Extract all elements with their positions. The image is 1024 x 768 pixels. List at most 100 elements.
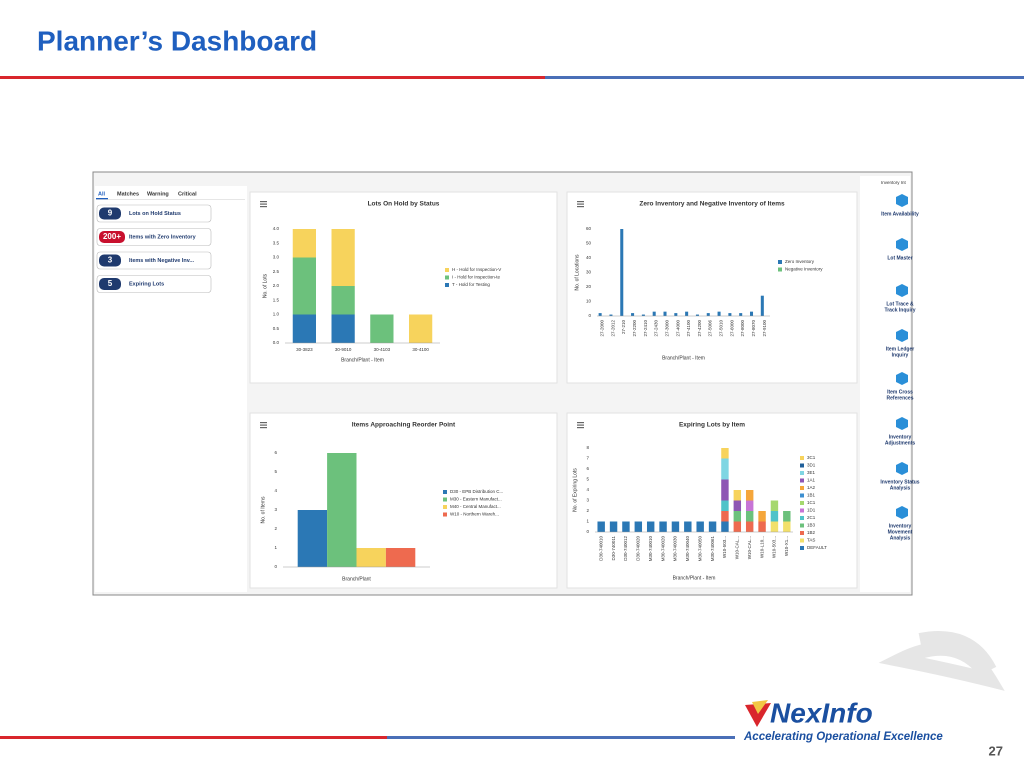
legend-swatch	[800, 531, 804, 535]
y-tick-label: 6	[274, 450, 277, 455]
alert-row[interactable]	[96, 251, 212, 270]
bar	[663, 311, 667, 316]
link-label[interactable]: Inventory	[889, 434, 912, 440]
bar	[760, 295, 764, 316]
bar	[356, 548, 386, 567]
y-tick-label: 2.5	[273, 269, 280, 274]
bar-segment	[733, 490, 742, 501]
alert-badge	[99, 207, 121, 220]
link-label[interactable]: Inquiry	[892, 352, 909, 358]
bar	[327, 453, 357, 567]
menu-icon	[260, 203, 267, 205]
x-tick-label: 27-2000	[600, 320, 605, 337]
alert-row[interactable]	[96, 228, 212, 246]
link-label[interactable]: Inventory Status	[880, 479, 919, 485]
legend-swatch	[445, 268, 449, 272]
alert-label: Expiring Lots	[129, 281, 164, 287]
logo-mark-yellow	[752, 700, 768, 714]
legend-swatch	[443, 505, 447, 509]
x-tick-label: W10-503...	[772, 536, 777, 558]
bar-segment	[745, 490, 754, 501]
legend-swatch	[443, 497, 447, 502]
link-label[interactable]: Item Availability	[881, 211, 919, 217]
alert-count: 3	[108, 256, 113, 265]
bar	[631, 313, 635, 316]
link-icon[interactable]	[896, 417, 908, 430]
x-tick-label: 27-2430	[654, 320, 659, 337]
link-icon[interactable]	[896, 284, 908, 297]
y-tick-label: 3.0	[273, 255, 280, 260]
legend-swatch	[443, 490, 447, 494]
link-label[interactable]: Item Cross	[887, 389, 913, 395]
link-icon[interactable]	[896, 238, 908, 251]
x-tick-label: 27-2200	[632, 320, 637, 337]
chart-title: Items Approaching Reorder Point	[352, 422, 456, 429]
bar-segment	[331, 229, 355, 286]
alert-row[interactable]	[96, 275, 212, 293]
y-axis-label: No. of Expiring Lots	[572, 468, 578, 512]
x-tick-label: W10-CAL...	[747, 536, 752, 559]
alert-count: 5	[108, 279, 113, 288]
y-tick-label: 2	[586, 508, 589, 513]
link-label[interactable]: Track Inquiry	[884, 307, 915, 313]
bar-segment	[671, 521, 680, 532]
link-label[interactable]: Adjustments	[885, 440, 916, 446]
link-label[interactable]: Lot Master	[887, 255, 912, 261]
link-icon[interactable]	[896, 329, 908, 342]
bar-segment	[758, 521, 766, 532]
x-tick-label: M30-740040	[685, 536, 690, 562]
menu-icon	[577, 424, 584, 426]
chart-title: Lots On Hold by Status	[368, 201, 440, 208]
bar-segment	[684, 521, 692, 532]
legend-label: 3C1	[807, 455, 816, 460]
tab[interactable]: All	[98, 191, 106, 197]
tab[interactable]: Critical	[178, 191, 197, 197]
menu-icon	[260, 201, 267, 203]
bar	[749, 311, 754, 316]
x-tick-label: 27-8000	[740, 320, 745, 337]
legend-swatch	[800, 501, 804, 505]
bar	[717, 311, 721, 316]
link-label[interactable]: Movement	[888, 529, 913, 535]
chart-panel	[566, 412, 858, 589]
alert-count: 200+	[103, 232, 121, 241]
alert-badge	[99, 278, 121, 290]
alert-count: 9	[108, 209, 113, 218]
legend-swatch	[800, 516, 804, 520]
title-rule-red	[0, 76, 545, 79]
x-tick-label: 27-8070	[751, 320, 756, 337]
legend-label: T - Hold for Testing	[452, 282, 490, 287]
menu-icon	[260, 427, 267, 429]
legend-label: 3E1	[807, 470, 816, 475]
x-tick-label: M30-740010	[648, 536, 653, 562]
bar-segment	[370, 314, 394, 343]
footer-rule-blue	[387, 736, 735, 739]
menu-icon	[577, 427, 584, 429]
tab-underline	[96, 198, 108, 200]
y-tick-label: 3	[274, 507, 277, 512]
legend-label: 2C1	[807, 515, 816, 520]
link-label[interactable]: Item Ledger	[886, 346, 914, 352]
x-tick-label: 30-3823	[296, 347, 313, 352]
bar-segment	[696, 521, 704, 532]
bar	[641, 314, 645, 316]
tab[interactable]: Warning	[147, 191, 169, 197]
link-label[interactable]: Analysis	[890, 485, 911, 491]
bar	[620, 229, 624, 316]
link-label[interactable]: References	[887, 395, 914, 401]
alert-row[interactable]	[96, 204, 212, 223]
bar-segment	[783, 521, 791, 532]
bar-segment	[609, 521, 618, 532]
link-icon[interactable]	[896, 462, 908, 475]
link-icon[interactable]	[896, 372, 908, 385]
link-icon[interactable]	[896, 506, 908, 519]
link-label[interactable]: Analysis	[890, 535, 911, 541]
menu-icon	[577, 422, 584, 424]
tab[interactable]: Matches	[117, 191, 139, 197]
y-tick-label: 60	[586, 226, 592, 231]
link-label[interactable]: Inventory	[889, 523, 912, 529]
link-label[interactable]: Lot Trace &	[886, 301, 914, 307]
legend-swatch	[445, 275, 449, 280]
link-icon[interactable]	[896, 194, 908, 207]
